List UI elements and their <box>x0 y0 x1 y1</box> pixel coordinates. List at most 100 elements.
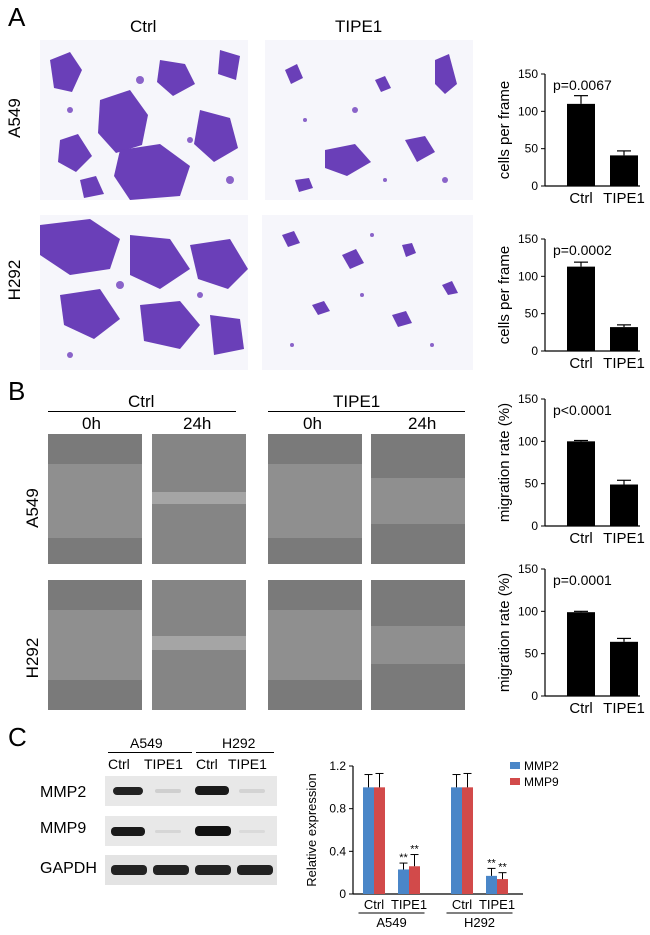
chart-a549-migration: 0 50 100 150 migration rate (%) Ctrl TIPE1 p<0.… <box>496 392 645 547</box>
y-tick-label: 0 <box>531 689 538 703</box>
group-label-h292: H292 <box>464 915 495 930</box>
blot-group-a549: A549 <box>130 735 163 751</box>
blot-lane-3: Ctrl <box>196 756 218 772</box>
blot-line-h292 <box>196 752 274 753</box>
x-tick-label: TIPE1 <box>603 700 645 717</box>
y-tick-label: 0.8 <box>329 802 346 816</box>
significance-marker: ** <box>410 844 419 856</box>
y-tick-label: 0.4 <box>329 844 346 858</box>
col-label-ctrl: Ctrl <box>130 17 157 36</box>
blot-strip-mmp2 <box>105 776 277 806</box>
significance-marker: ** <box>487 857 496 869</box>
scratch-a549-tipe1-24h <box>371 434 465 564</box>
significance-marker: ** <box>498 862 507 874</box>
y-tick-label: 150 <box>518 67 538 81</box>
scratch-a549-ctrl-24h <box>152 434 246 564</box>
blot-lane-1: Ctrl <box>108 756 130 772</box>
bar-mmp9 <box>409 866 420 894</box>
micrograph-a549-ctrl <box>40 40 248 200</box>
y-tick-label: 50 <box>525 142 539 156</box>
blot-label-mmp9: MMP9 <box>40 820 87 837</box>
chart-a549-transwell: 0 50 100 150 cells per frame Ctrl TIPE1 p=0.006… <box>496 67 645 207</box>
group-line-tipe1 <box>268 411 465 412</box>
x-tick-label: TIPE1 <box>603 530 645 547</box>
panel-b-letter: B <box>8 376 26 406</box>
y-tick-label: 0 <box>531 344 538 358</box>
panel-c-letter: C <box>8 722 27 752</box>
group-label-tipe1: TIPE1 <box>333 392 381 411</box>
scratch-a549-tipe1-0h <box>268 434 362 564</box>
legend-label-mmp2: MMP2 <box>524 759 559 773</box>
y-tick-label: 0 <box>531 519 538 533</box>
p-value: p=0.0067 <box>553 77 612 93</box>
bar-mmp2 <box>486 875 497 894</box>
group-label-a549: A549 <box>376 915 406 930</box>
blot-label-gapdh: GAPDH <box>40 860 97 877</box>
x-tick-label: TIPE1 <box>391 897 427 912</box>
bar-mmp2 <box>363 787 374 894</box>
time-label-tipe1-0h: 0h <box>303 414 322 433</box>
blot-header: A549 H292 <box>110 735 275 751</box>
y-tick-label: 1.2 <box>329 759 346 773</box>
bar-tipe1 <box>610 484 638 526</box>
y-axis-title: migration rate (%) <box>496 573 513 692</box>
scratch-h292-ctrl-24h <box>152 580 246 710</box>
x-tick-label: Ctrl <box>569 190 592 207</box>
group-label-ctrl: Ctrl <box>128 392 155 411</box>
bar-tipe1 <box>610 327 638 351</box>
bar-ctrl <box>567 612 595 696</box>
y-tick-label: 150 <box>518 232 538 246</box>
bar-mmp2 <box>451 787 462 894</box>
y-tick-label: 0 <box>531 179 538 193</box>
bar-mmp9 <box>497 879 508 894</box>
time-label-tipe1-24h: 24h <box>408 414 437 433</box>
chart-h292-migration: 0 50 100 150 migration rate (%) Ctrl TIPE1 p=0.… <box>496 562 645 717</box>
blot-lane-2: TIPE1 <box>144 756 183 772</box>
x-tick-label: Ctrl <box>452 897 472 912</box>
col-label-tipe1: TIPE1 <box>335 17 383 36</box>
y-axis-title: migration rate (%) <box>496 403 513 522</box>
x-tick-label: TIPE1 <box>479 897 515 912</box>
x-tick-label: TIPE1 <box>603 355 645 372</box>
bar-ctrl <box>567 103 595 186</box>
time-label-ctrl-24h: 24h <box>183 414 212 433</box>
y-axis-title: cells per frame <box>496 81 513 179</box>
bar-tipe1 <box>610 155 638 186</box>
y-tick-label: 0 <box>339 887 346 901</box>
y-tick-label: 100 <box>518 434 538 448</box>
bar-mmp2 <box>398 869 409 894</box>
p-value: p<0.0001 <box>553 402 612 418</box>
panel-a-letter: A <box>8 2 26 32</box>
y-axis-title: cells per frame <box>496 246 513 344</box>
scratch-a549-ctrl-0h <box>48 434 142 564</box>
y-tick-label: 50 <box>525 477 539 491</box>
y-axis-title: Relative expression <box>304 773 319 886</box>
micrograph-a549-tipe1 <box>265 40 473 200</box>
bar-ctrl <box>567 266 595 351</box>
blot-strip-gapdh <box>105 855 277 885</box>
blot-line-a549 <box>108 752 192 753</box>
y-tick-label: 50 <box>525 307 539 321</box>
blot-strip-mmp9 <box>105 816 277 846</box>
significance-marker: ** <box>399 852 408 864</box>
scratch-h292-ctrl-0h <box>48 580 142 710</box>
row-label-h292: H292 <box>5 259 24 301</box>
p-value: p=0.0001 <box>553 572 612 588</box>
y-tick-label: 100 <box>518 604 538 618</box>
x-tick-label: TIPE1 <box>603 190 645 207</box>
x-tick-label: Ctrl <box>569 530 592 547</box>
row-label-a549: A549 <box>5 98 24 138</box>
blot-lane-4: TIPE1 <box>228 756 267 772</box>
row-label-b-a549: A549 <box>23 488 42 528</box>
legend-swatch-mmp9 <box>510 778 520 785</box>
legend-swatch-mmp2 <box>510 762 520 769</box>
bar-mmp9 <box>462 787 473 894</box>
scratch-h292-tipe1-24h <box>371 580 465 710</box>
x-tick-label: Ctrl <box>569 700 592 717</box>
blot-group-h292: H292 <box>222 735 256 751</box>
y-tick-label: 50 <box>525 647 539 661</box>
y-tick-label: 150 <box>518 392 538 406</box>
blot-label-mmp2: MMP2 <box>40 784 87 801</box>
x-tick-label: Ctrl <box>364 897 384 912</box>
